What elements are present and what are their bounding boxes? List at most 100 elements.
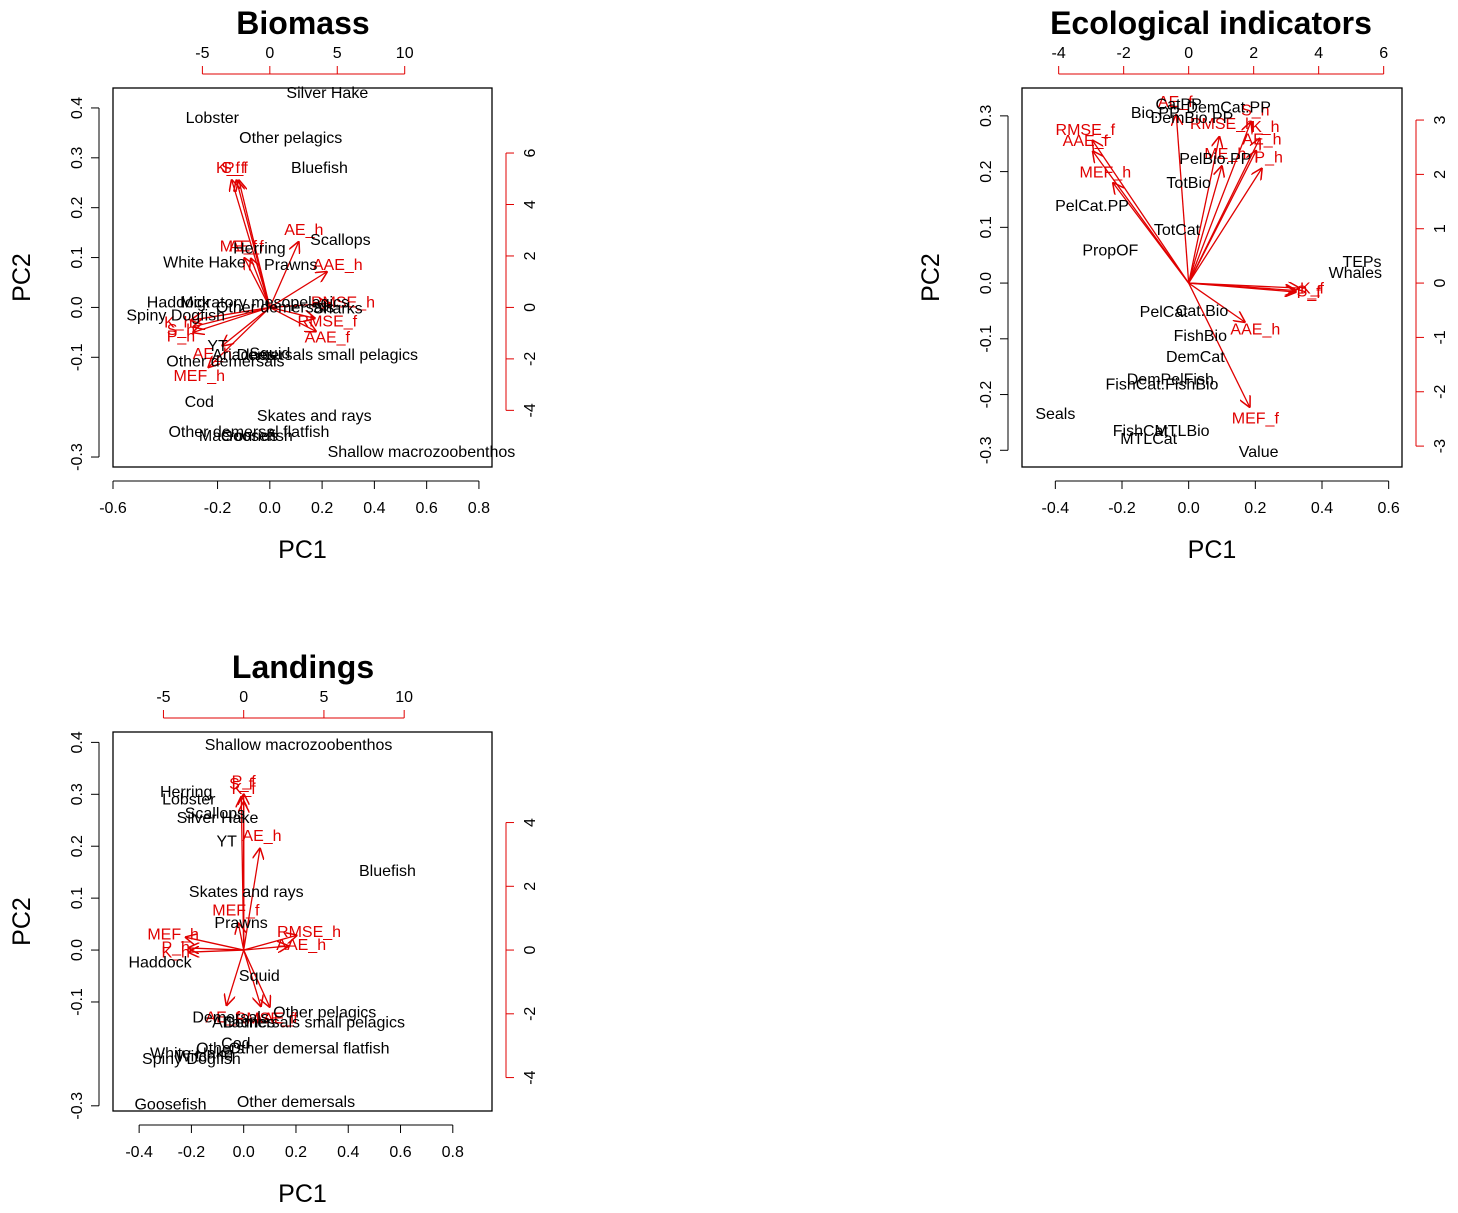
loading-label: AAE_h <box>1230 321 1280 338</box>
loading-arrow <box>238 922 244 951</box>
right-tick-label: -1 <box>1432 330 1449 344</box>
loading-arrow <box>1092 140 1190 284</box>
loading-label: AAE_f <box>1063 133 1109 150</box>
loading-arrow <box>190 306 270 320</box>
score-label: Prawns <box>214 915 267 932</box>
score-label: TotCat <box>1154 222 1201 239</box>
score-label: White Hake <box>150 1045 233 1062</box>
loading-label: S_f <box>229 776 254 793</box>
plot-frame <box>112 731 493 1112</box>
loading-arrow <box>239 179 271 308</box>
score-label: Squid <box>249 345 290 362</box>
score-label: DemPelFish <box>1127 371 1214 388</box>
x-tick-label: 0.8 <box>468 500 490 517</box>
loading-label: RMSE_h <box>311 294 375 311</box>
loading-arrow <box>269 303 331 307</box>
loading-arrow <box>1092 151 1190 284</box>
y-tick-label: -0.1 <box>978 325 995 353</box>
score-label: Seals <box>1035 406 1075 423</box>
loading-label: AE_f <box>1158 94 1193 111</box>
loading-label: P_f <box>224 160 249 177</box>
loading-arrow <box>243 949 270 1008</box>
score-label: Shallow macrozoobenthos <box>328 444 516 461</box>
y-tick-label: 0.2 <box>69 196 86 218</box>
y-tick-label: -0.2 <box>978 381 995 409</box>
loading-label: MEF_h <box>1080 165 1132 182</box>
x-tick-label: 0.0 <box>233 1144 255 1161</box>
score-label: Other demersals <box>237 1094 355 1111</box>
top-tick-label: 5 <box>333 45 342 62</box>
loading-arrow <box>222 306 271 346</box>
right-tick-label: -2 <box>522 352 539 366</box>
loading-arrow <box>1188 282 1250 408</box>
panel-0: Biomass PC1 PC2 -0.6 -0.2 0.0 0.2 0.4 0.6 0.8 -0.3… <box>8 5 539 564</box>
loading-label: AAE_h <box>276 937 326 954</box>
y-tick-label: 0.3 <box>69 783 86 805</box>
x-tick-label: 0.6 <box>389 1144 411 1161</box>
right-tick-label: 0 <box>522 303 539 312</box>
loading-arrow <box>193 306 270 327</box>
loading-label: K_f <box>232 781 257 798</box>
loading-label: AE_h <box>242 828 281 845</box>
score-label: Silver Hake <box>177 810 259 827</box>
right-tick-label: 1 <box>1432 224 1449 233</box>
x-tick-label: -0.6 <box>99 500 127 517</box>
score-label: MTLBio <box>1154 423 1209 440</box>
loading-arrow <box>208 306 271 367</box>
right-tick-label: 2 <box>1432 170 1449 179</box>
loading-label: AE_f <box>229 239 264 256</box>
loading-arrow <box>231 179 271 308</box>
y-tick-label: 0.3 <box>69 147 86 169</box>
y-tick-label: 0.1 <box>69 246 86 268</box>
score-label: MTLCat <box>1120 431 1177 448</box>
top-tick-label: -4 <box>1052 45 1066 62</box>
y-tick-label: -0.1 <box>69 988 86 1016</box>
loading-arrow <box>269 306 317 331</box>
score-label: Skates and rays <box>189 884 304 901</box>
score-label: DemCat.PP <box>1186 100 1270 117</box>
loading-label: RMSE_f <box>1056 122 1116 139</box>
y-tick-label: -0.3 <box>69 1092 86 1120</box>
loading-arrow <box>269 271 328 308</box>
loading-label: AE_h <box>193 346 232 363</box>
score-label: Other demersals <box>216 299 334 316</box>
y-tick-label: -0.1 <box>69 343 86 371</box>
score-label: FishCat <box>1113 423 1169 440</box>
loading-arrow <box>1188 282 1297 292</box>
top-tick-label: 0 <box>1184 45 1193 62</box>
x-tick-label: 0.2 <box>311 500 333 517</box>
score-label: FishCat.FishBio <box>1106 377 1219 394</box>
score-label: Whales <box>1329 265 1382 282</box>
loading-arrow <box>226 949 245 1006</box>
score-label: Ariadnes <box>212 1015 275 1032</box>
right-tick-label: 0 <box>1432 279 1449 288</box>
score-label: Goosefish <box>221 428 293 445</box>
plot-frame <box>112 87 493 468</box>
panel-2: Landings PC1 PC2 -0.4 -0.2 0.0 0.2 0.4 0.6 0.8 -0.… <box>8 649 539 1208</box>
loading-label: AAE_f <box>305 329 351 346</box>
score-label: TotBio <box>1166 175 1211 192</box>
score-label: Cod <box>221 1036 250 1053</box>
loading-label: K_h <box>161 945 189 962</box>
right-tick-label: 6 <box>522 148 539 157</box>
x-tick-label: 0.6 <box>1378 500 1400 517</box>
loading-arrow <box>244 257 271 308</box>
y-axis-label: PC2 <box>917 253 945 302</box>
x-tick-label: -0.4 <box>1042 500 1070 517</box>
right-tick-label: 3 <box>1432 116 1449 125</box>
score-label: Goosefish <box>134 1096 206 1113</box>
score-label: TEPs <box>1342 254 1381 271</box>
score-label: Cat.Bio <box>1176 303 1229 320</box>
loading-label: RMSE_h <box>277 924 341 941</box>
score-label: YT <box>207 338 228 355</box>
score-label: Demersals small pelagics <box>224 1015 405 1032</box>
top-tick-label: -5 <box>156 689 170 706</box>
loading-arrow <box>1188 165 1222 284</box>
score-label: Skates and rays <box>257 408 372 425</box>
loading-label: MEF_h <box>147 926 199 943</box>
right-tick-label: -2 <box>1432 385 1449 399</box>
y-tick-label: 0.2 <box>69 835 86 857</box>
score-label: FishBio <box>1174 328 1227 345</box>
score-label: Bluefish <box>359 863 416 880</box>
